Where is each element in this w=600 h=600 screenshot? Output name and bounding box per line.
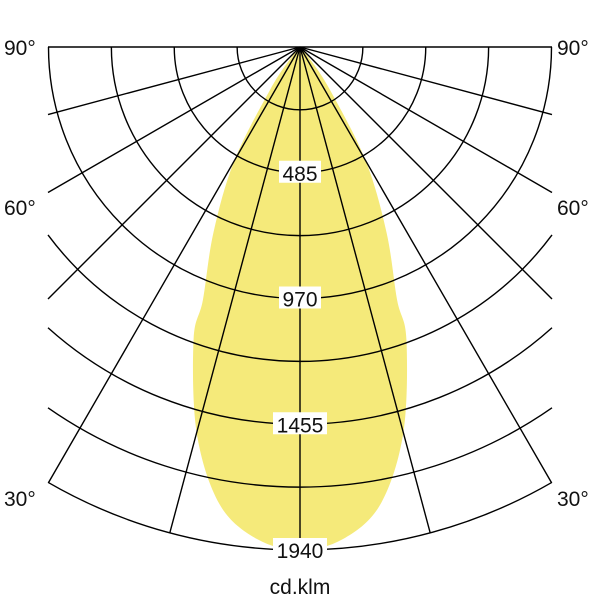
angle-label-right-30: 30° [557, 488, 589, 511]
angle-label-left-30: 30° [4, 488, 36, 511]
angle-label-right-90: 90° [557, 37, 589, 60]
radial-tick-label: 970 [282, 289, 317, 312]
radial-tick-label: 485 [282, 163, 317, 186]
angle-spoke [299, 46, 553, 483]
tick-label-bg [273, 412, 327, 435]
tick-label-bg [273, 538, 327, 560]
angle-spoke [47, 46, 301, 194]
angle-spoke [47, 46, 301, 483]
angle-spoke [169, 46, 301, 534]
labels: 90° 60° 30° 90° 60° 30° 485 970 1455 1940 c… [4, 37, 589, 599]
angle-label-right-60: 60° [557, 197, 589, 220]
angle-label-left-90: 90° [4, 37, 36, 60]
radial-tick-label: 1455 [277, 414, 324, 437]
radial-tick-label: 1940 [277, 540, 324, 563]
unit-label: cd.klm [270, 576, 331, 599]
angle-spoke [299, 46, 553, 300]
angle-spoke [299, 46, 553, 116]
tick-label-bg [279, 160, 321, 183]
angle-spoke [299, 46, 553, 194]
tick-label-bg [279, 286, 321, 309]
angle-label-left-60: 60° [4, 197, 36, 220]
angle-spoke [47, 46, 301, 116]
angle-spoke [47, 46, 301, 300]
angle-spoke [299, 46, 431, 534]
